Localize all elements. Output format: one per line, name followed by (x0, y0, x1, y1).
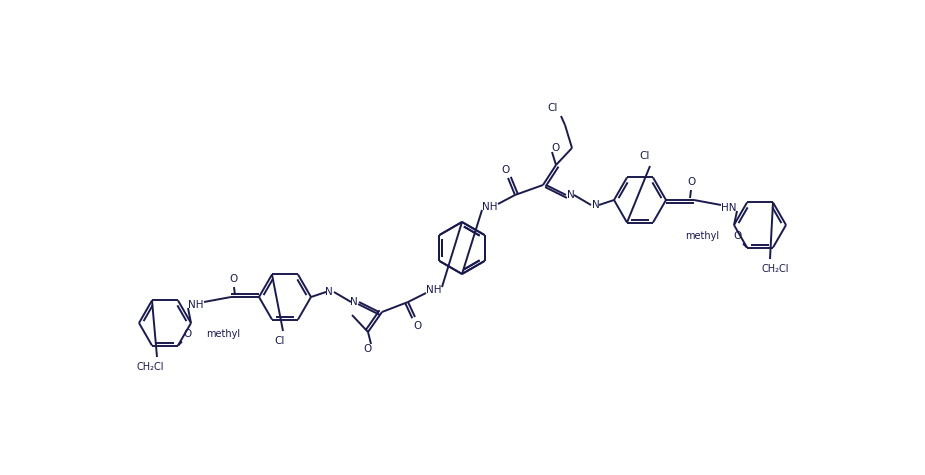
Text: NH: NH (482, 202, 498, 212)
Text: HN: HN (722, 203, 736, 213)
Text: CH₂Cl: CH₂Cl (136, 362, 164, 372)
Text: N: N (567, 190, 574, 200)
Text: O: O (184, 329, 192, 339)
Text: CH₂Cl: CH₂Cl (761, 264, 789, 274)
Text: N: N (326, 287, 333, 297)
Text: Cl: Cl (640, 151, 650, 161)
Text: N: N (351, 297, 358, 307)
Text: methyl: methyl (206, 329, 240, 339)
Text: NH: NH (426, 285, 442, 295)
Text: O: O (552, 143, 561, 153)
Text: O: O (230, 274, 238, 284)
Text: O: O (687, 177, 695, 187)
Text: O: O (502, 165, 510, 175)
Text: NH: NH (189, 300, 204, 310)
Text: Cl: Cl (275, 336, 285, 346)
Text: O: O (364, 344, 372, 354)
Text: O: O (413, 321, 421, 331)
Text: N: N (592, 200, 599, 210)
Text: O: O (733, 230, 741, 240)
Text: methyl: methyl (684, 230, 719, 240)
Text: Cl: Cl (548, 103, 558, 113)
